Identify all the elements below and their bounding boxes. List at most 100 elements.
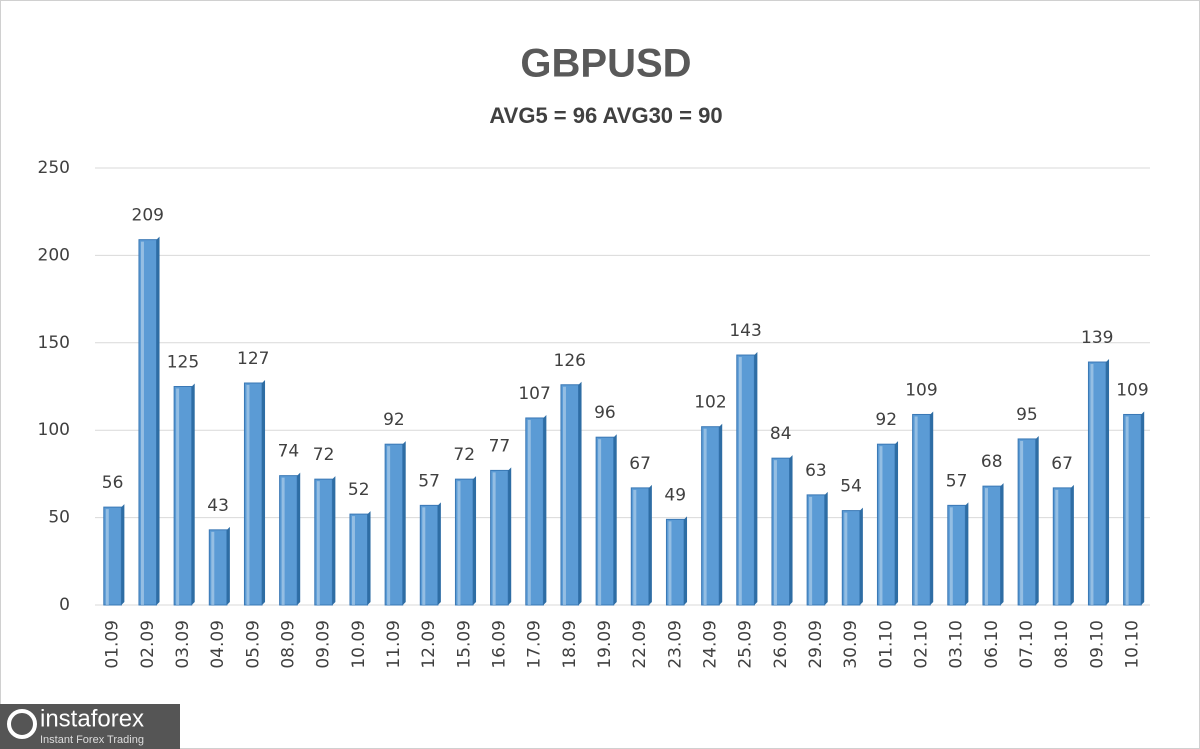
bar bbox=[771, 457, 791, 606]
bar-side bbox=[824, 491, 828, 605]
x-tick-label: 08.09 bbox=[278, 620, 298, 669]
bar-side bbox=[895, 441, 899, 605]
bar-side bbox=[613, 434, 617, 605]
value-label: 143 bbox=[729, 321, 761, 341]
value-label: 209 bbox=[132, 206, 164, 226]
value-label: 43 bbox=[207, 496, 229, 516]
bar-side bbox=[1106, 359, 1110, 605]
bar-side bbox=[437, 502, 441, 605]
watermark-logo bbox=[7, 709, 37, 739]
y-tick-label: 250 bbox=[38, 158, 70, 178]
value-label: 109 bbox=[905, 380, 937, 400]
value-label: 77 bbox=[489, 436, 511, 456]
bar bbox=[665, 518, 685, 606]
bar-highlight bbox=[703, 428, 707, 605]
x-tick-label: 02.09 bbox=[138, 620, 158, 669]
x-tick-label: 22.09 bbox=[630, 620, 650, 669]
bar-highlight bbox=[809, 496, 813, 605]
value-label: 68 bbox=[981, 452, 1003, 472]
x-tick-label: 25.09 bbox=[736, 620, 756, 669]
bar-highlight bbox=[457, 481, 461, 605]
value-label: 54 bbox=[840, 477, 862, 497]
value-label: 107 bbox=[518, 384, 550, 404]
bar-highlight bbox=[773, 460, 777, 605]
value-label: 63 bbox=[805, 461, 827, 481]
x-tick-label: 23.09 bbox=[665, 620, 685, 669]
bar-side bbox=[402, 441, 406, 605]
bar-side bbox=[648, 484, 652, 605]
bar-side bbox=[332, 476, 336, 605]
bar-side bbox=[473, 476, 477, 605]
bar-side bbox=[859, 507, 863, 605]
value-label: 127 bbox=[237, 349, 269, 369]
bar-highlight bbox=[914, 416, 918, 605]
value-label: 57 bbox=[946, 471, 968, 491]
value-label: 72 bbox=[453, 445, 475, 465]
bar bbox=[560, 384, 580, 606]
bar-highlight bbox=[492, 472, 496, 605]
watermark-brand: instaforex bbox=[40, 705, 144, 732]
x-tick-label: 08.10 bbox=[1052, 620, 1072, 669]
value-label: 92 bbox=[383, 410, 405, 430]
bar-highlight bbox=[351, 516, 355, 605]
value-label: 109 bbox=[1116, 380, 1148, 400]
bar-side bbox=[719, 423, 723, 605]
bar bbox=[982, 485, 1002, 606]
bar-side bbox=[156, 236, 160, 605]
bar-side bbox=[754, 352, 758, 605]
bar-side bbox=[578, 381, 582, 605]
bar-side bbox=[965, 502, 969, 605]
x-tick-label: 10.10 bbox=[1122, 620, 1142, 669]
bar bbox=[876, 443, 896, 606]
bar-highlight bbox=[422, 507, 426, 605]
x-tick-label: 01.10 bbox=[876, 620, 896, 669]
x-tick-label: 15.09 bbox=[454, 620, 474, 669]
bar-side bbox=[262, 380, 266, 605]
x-tick-label: 29.09 bbox=[806, 620, 826, 669]
x-tick-label: 01.09 bbox=[103, 620, 123, 669]
bar-side bbox=[1141, 411, 1145, 605]
value-label: 126 bbox=[554, 351, 586, 371]
x-tick-label: 07.10 bbox=[1017, 620, 1037, 669]
bar-side bbox=[930, 411, 934, 605]
bar-highlight bbox=[1125, 416, 1129, 605]
value-label: 67 bbox=[1051, 454, 1073, 474]
x-tick-label: 17.09 bbox=[525, 620, 545, 669]
x-tick-label: 09.10 bbox=[1087, 620, 1107, 669]
y-tick-label: 200 bbox=[38, 245, 70, 265]
value-label: 74 bbox=[278, 442, 300, 462]
value-label: 95 bbox=[1016, 405, 1038, 425]
bar-side bbox=[1070, 484, 1074, 605]
x-tick-label: 09.09 bbox=[314, 620, 334, 669]
x-tick-label: 06.10 bbox=[982, 620, 1002, 669]
bar-highlight bbox=[879, 446, 883, 605]
bar-highlight bbox=[176, 388, 180, 605]
value-label: 92 bbox=[875, 410, 897, 430]
bar-side bbox=[1000, 483, 1004, 605]
bar-highlight bbox=[211, 531, 215, 605]
value-label: 52 bbox=[348, 480, 370, 500]
bar-side bbox=[543, 414, 547, 605]
value-label: 139 bbox=[1081, 328, 1113, 348]
bar-side bbox=[121, 504, 125, 605]
bar-highlight bbox=[316, 481, 320, 605]
value-label: 84 bbox=[770, 424, 792, 444]
value-label: 56 bbox=[102, 473, 124, 493]
bar-highlight bbox=[949, 507, 953, 605]
bar-side bbox=[226, 526, 230, 605]
bar-highlight bbox=[140, 241, 144, 605]
value-label: 57 bbox=[418, 471, 440, 491]
bar-highlight bbox=[668, 521, 672, 605]
bar-side bbox=[1035, 435, 1039, 605]
bar-highlight bbox=[1090, 364, 1094, 605]
bar-highlight bbox=[527, 419, 531, 605]
y-tick-label: 100 bbox=[38, 420, 70, 440]
value-label: 67 bbox=[629, 454, 651, 474]
bar-highlight bbox=[844, 512, 848, 605]
value-label: 102 bbox=[694, 393, 726, 413]
x-tick-label: 02.10 bbox=[911, 620, 931, 669]
x-tick-label: 16.09 bbox=[489, 620, 509, 669]
bar-highlight bbox=[246, 385, 250, 605]
